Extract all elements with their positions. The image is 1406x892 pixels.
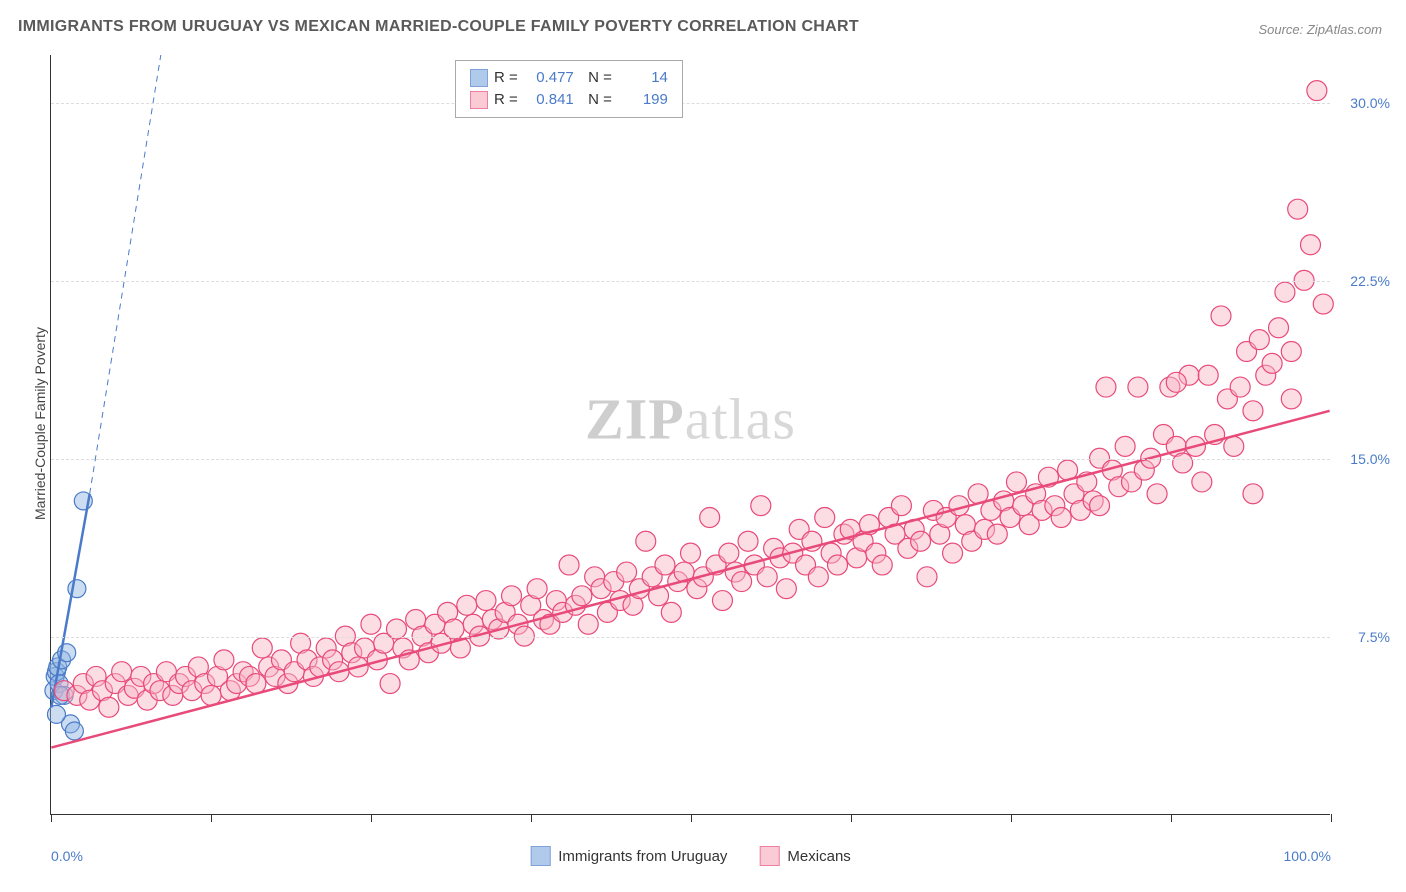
legend-n-value: 199 (618, 89, 668, 111)
legend-r-value: 0.841 (524, 89, 574, 111)
series-legend: Immigrants from Uruguay Mexicans (530, 846, 851, 866)
legend-row: R = 0.477 N = 14 (470, 67, 668, 89)
y-tick-label: 30.0% (1350, 95, 1390, 111)
legend-series-name: Immigrants from Uruguay (558, 848, 727, 865)
legend-item: Immigrants from Uruguay (530, 846, 727, 866)
legend-n-label: N = (580, 89, 612, 111)
y-tick-label: 15.0% (1350, 451, 1390, 467)
x-tick-label: 100.0% (1284, 848, 1331, 864)
legend-n-label: N = (580, 67, 612, 89)
y-tick-label: 22.5% (1350, 273, 1390, 289)
legend-r-label: R = (494, 89, 518, 111)
legend-n-value: 14 (618, 67, 668, 89)
source-attribution: Source: ZipAtlas.com (1258, 22, 1382, 37)
scatter-svg (51, 55, 1330, 814)
legend-swatch (759, 846, 779, 866)
legend-row: R = 0.841 N = 199 (470, 89, 668, 111)
y-tick-label: 7.5% (1358, 629, 1390, 645)
x-tick-label: 0.0% (51, 848, 83, 864)
legend-item: Mexicans (759, 846, 850, 866)
chart-title: IMMIGRANTS FROM URUGUAY VS MEXICAN MARRI… (18, 18, 859, 36)
chart-plot-area: ZIPatlas 7.5%15.0%22.5%30.0%0.0%100.0%Im… (50, 55, 1330, 815)
legend-swatch (530, 846, 550, 866)
legend-series-name: Mexicans (787, 848, 850, 865)
y-axis-label: Married-Couple Family Poverty (32, 327, 48, 520)
legend-r-value: 0.477 (524, 67, 574, 89)
correlation-legend: R = 0.477 N = 14 R = 0.841 N = 199 (455, 60, 683, 118)
legend-r-label: R = (494, 67, 518, 89)
legend-swatch (470, 69, 488, 87)
legend-swatch (470, 91, 488, 109)
